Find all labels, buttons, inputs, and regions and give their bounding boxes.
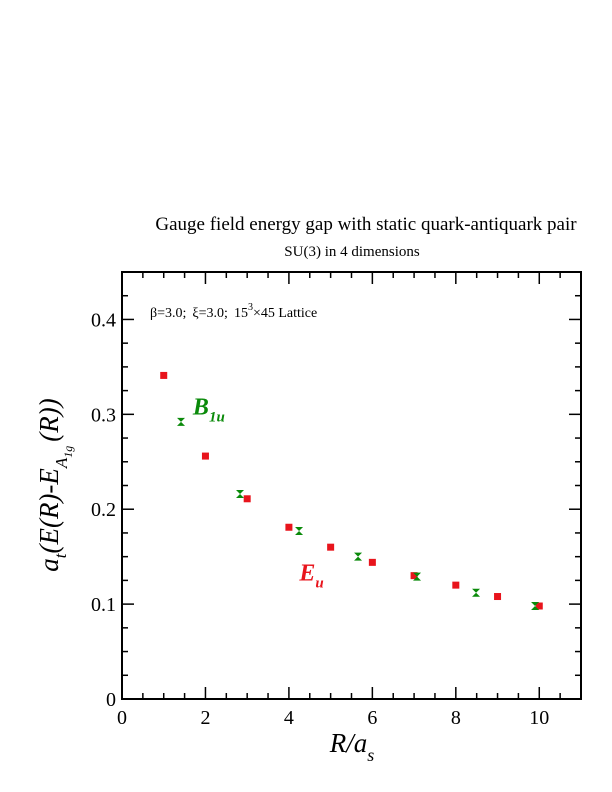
data-point xyxy=(285,523,293,531)
data-point xyxy=(452,581,460,589)
data-point xyxy=(368,558,376,566)
series-label: B1u xyxy=(192,394,225,425)
data-point xyxy=(410,572,418,580)
data-point xyxy=(243,495,251,503)
y-tick-label: 0.3 xyxy=(91,404,116,426)
x-axis-label: R/as xyxy=(329,728,375,765)
data-point xyxy=(531,602,540,611)
data-point xyxy=(413,572,422,581)
x-tick-label: 10 xyxy=(529,707,549,729)
series-label: Eu xyxy=(298,560,323,591)
x-axis-label-main: R/a xyxy=(329,728,368,758)
y-label-1g: 1g xyxy=(61,446,75,458)
x-tick-label: 0 xyxy=(117,707,127,729)
data-point xyxy=(472,588,481,597)
axis-ticks xyxy=(121,271,582,700)
xi-value: ξ=3.0; xyxy=(192,306,228,321)
data-point xyxy=(160,371,168,379)
y-axis-label: at(E(R)-EA1g (R)) xyxy=(34,398,75,572)
y-label-A: A xyxy=(52,457,71,469)
series-1 xyxy=(177,417,540,611)
x-tick-label: 4 xyxy=(284,707,294,729)
y-label-a: a xyxy=(34,558,64,572)
data-point xyxy=(236,490,245,499)
data-point xyxy=(354,552,363,561)
y-label-post: (R)) xyxy=(34,398,64,441)
y-tick-label: 0.2 xyxy=(91,499,116,521)
plot-frame xyxy=(121,271,582,700)
data-point xyxy=(177,417,186,426)
lattice-size: 15 xyxy=(234,306,248,321)
x-tick-labels: 0 2 4 6 8 10 xyxy=(117,707,549,729)
lattice-rest: ×45 Lattice xyxy=(253,306,317,321)
series-labels: Eu B1u xyxy=(192,394,324,591)
y-tick-label: 0.1 xyxy=(91,594,116,616)
x-tick-label: 6 xyxy=(367,707,377,729)
data-point xyxy=(494,593,502,601)
series-0 xyxy=(160,371,543,610)
chart-subtitle: SU(3) in 4 dimensions xyxy=(284,244,420,260)
y-tick-label: 0.4 xyxy=(91,309,116,331)
beta-value: β=3.0; xyxy=(150,306,186,321)
data-point xyxy=(535,602,543,610)
y-tick-labels: 0 0.1 0.2 0.3 0.4 xyxy=(91,309,116,711)
x-axis-label-sub: s xyxy=(367,745,374,765)
x-tick-label: 2 xyxy=(200,707,210,729)
lattice-exponent: 3 xyxy=(248,302,253,313)
y-tick-label: 0 xyxy=(106,689,116,711)
lattice-annotation: β=3.0; ξ=3.0; 153×45 Lattice xyxy=(150,302,317,321)
data-point xyxy=(201,452,209,460)
data-series xyxy=(160,371,543,611)
data-point xyxy=(295,527,304,536)
y-label-mid: (E(R)-E xyxy=(34,468,64,554)
data-point xyxy=(327,543,335,551)
chart-title: Gauge field energy gap with static quark… xyxy=(155,214,577,235)
y-label-a-sub: t xyxy=(51,552,70,558)
x-tick-label: 8 xyxy=(451,707,461,729)
